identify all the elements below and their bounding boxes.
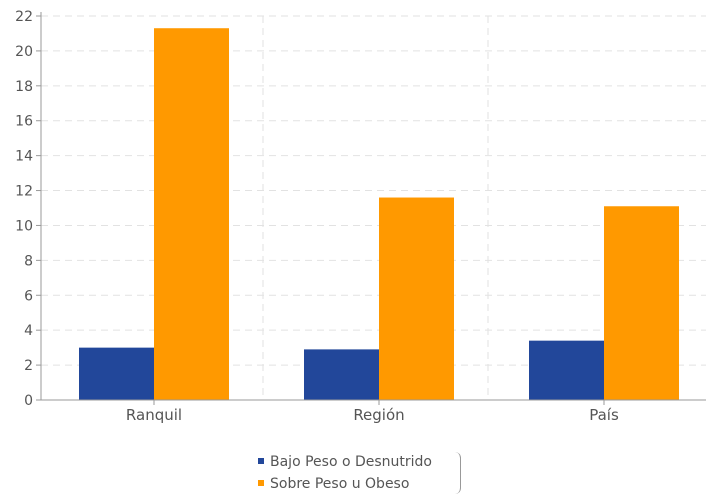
y-tick-label-16: 16 (15, 114, 33, 130)
bar-sobre-peso-0[interactable] (154, 28, 229, 401)
x-tick-labels: Ranquil Región País (126, 406, 619, 424)
legend-swatch-sobre-peso (258, 480, 264, 486)
y-tick-label-4: 4 (24, 323, 33, 339)
bar-chart: 0 2 4 6 8 10 12 14 16 18 20 22 Ranquil Región País (15, 9, 706, 424)
x-tick-label-1: Región (353, 406, 404, 424)
legend-label-bajo-peso: Bajo Peso o Desnutrido (270, 454, 432, 470)
y-tick-label-6: 6 (24, 288, 33, 304)
y-tick-label-14: 14 (15, 149, 33, 165)
bars (79, 28, 679, 401)
y-tick-labels: 0 2 4 6 8 10 12 14 16 18 20 22 (15, 9, 33, 409)
legend-item-sobre-peso[interactable]: Sobre Peso u Obeso (258, 474, 409, 494)
x-tick-label-0: Ranquil (126, 406, 182, 424)
bar-bajo-peso-1[interactable] (304, 349, 379, 400)
y-tick-label-2: 2 (24, 358, 33, 374)
y-tick-label-20: 20 (15, 44, 33, 60)
bar-bajo-peso-0[interactable] (79, 347, 154, 400)
y-tick-label-10: 10 (15, 218, 33, 234)
legend-label-sobre-peso: Sobre Peso u Obeso (270, 476, 410, 492)
bar-sobre-peso-2[interactable] (604, 206, 679, 400)
legend: Bajo Peso o Desnutrido Sobre Peso u Obes… (258, 452, 461, 494)
y-tick-label-18: 18 (15, 79, 33, 95)
bar-sobre-peso-1[interactable] (379, 197, 454, 400)
x-tick-label-2: País (589, 406, 619, 424)
bar-bajo-peso-2[interactable] (529, 340, 604, 400)
axes (36, 12, 706, 405)
y-tick-label-0: 0 (24, 393, 33, 409)
y-tick-label-12: 12 (15, 184, 33, 200)
y-tick-label-8: 8 (24, 253, 33, 269)
y-tick-label-22: 22 (15, 9, 33, 25)
grid-lines (41, 15, 706, 400)
legend-item-bajo-peso[interactable]: Bajo Peso o Desnutrido (258, 452, 432, 472)
legend-swatch-bajo-peso (258, 458, 264, 464)
